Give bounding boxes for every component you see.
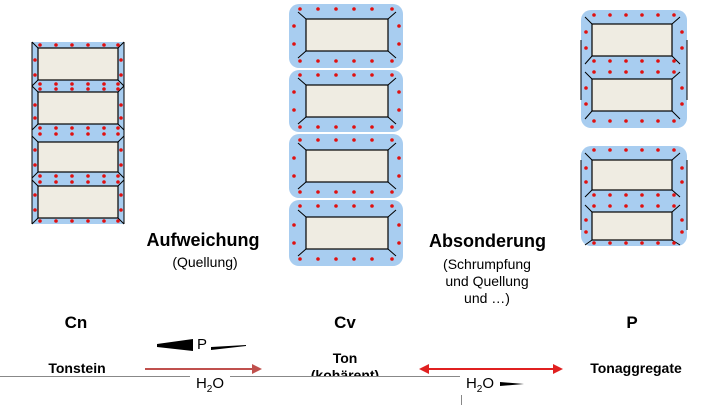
process-title-separation: Absonderung <box>429 231 546 251</box>
clay-plate <box>297 209 397 257</box>
process-note-line3: und …) <box>464 290 510 306</box>
stage-label-p: P <box>626 313 638 332</box>
process-title-softening: Aufweichung <box>146 230 260 250</box>
pressure-wedge-right <box>211 345 246 350</box>
clay-plate <box>297 77 397 125</box>
pressure-wedge-left <box>157 339 193 351</box>
water-wedge-right <box>500 382 524 386</box>
clay-plate <box>584 204 681 246</box>
clay-plate <box>584 152 681 198</box>
caption-frame <box>0 376 462 405</box>
water-symbol-1: H2O <box>190 375 230 395</box>
stage-label-cv: Cv <box>334 313 356 332</box>
material-clay-line1: Ton <box>332 350 358 366</box>
pressure-symbol-1: P <box>196 336 207 353</box>
cation-dots <box>584 13 684 245</box>
clay-plate <box>297 142 397 190</box>
clay-plate <box>584 71 681 120</box>
clay-plate <box>297 11 397 59</box>
clay-plate <box>31 85 125 131</box>
water-symbol-2: H2O <box>460 375 500 395</box>
clay-plate <box>31 179 125 225</box>
column-p <box>580 10 688 246</box>
material-aggregates: Tonaggregate <box>590 360 682 376</box>
column-cv <box>289 4 403 266</box>
cation-dots <box>292 7 401 261</box>
clay-plate <box>31 135 125 179</box>
cation-dots <box>33 43 123 223</box>
material-claystone: Tonstein <box>48 360 106 376</box>
clay-plate <box>584 16 681 65</box>
process-subtitle-softening: (Quellung) <box>172 254 238 270</box>
process-note-line2: und Quellung <box>445 273 529 289</box>
column-cn <box>31 41 125 225</box>
process-note-line1: (Schrumpfung <box>443 256 531 272</box>
stage-label-cn: Cn <box>64 313 88 332</box>
clay-plate <box>31 41 125 87</box>
